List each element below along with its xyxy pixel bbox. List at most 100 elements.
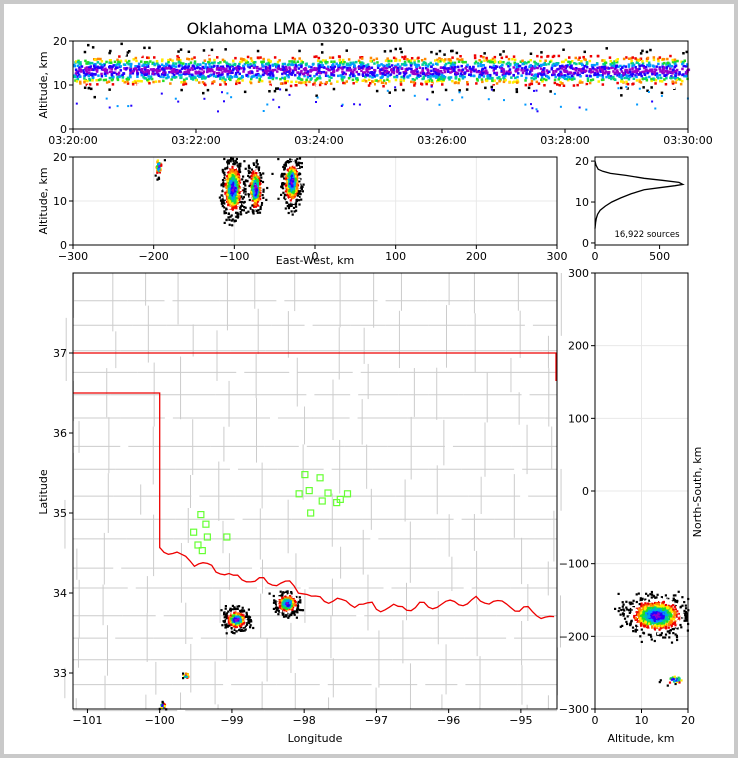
source-pixel bbox=[256, 49, 260, 53]
source-pixel bbox=[231, 169, 234, 172]
source-pixel bbox=[386, 57, 389, 60]
source-pixel bbox=[300, 185, 303, 188]
source-pixel bbox=[221, 71, 224, 74]
source-pixel bbox=[115, 73, 119, 76]
source-pixel bbox=[617, 65, 620, 68]
source-pixel bbox=[520, 74, 523, 77]
source-pixel bbox=[195, 66, 198, 70]
source-pixel bbox=[245, 211, 248, 214]
source-pixel bbox=[614, 59, 618, 62]
source-pixel bbox=[635, 71, 638, 74]
source-pixel bbox=[193, 60, 197, 63]
source-pixel bbox=[312, 68, 315, 71]
source-pixel bbox=[368, 75, 372, 78]
source-pixel bbox=[421, 63, 424, 66]
source-pixel bbox=[441, 80, 444, 83]
source-pixel bbox=[90, 73, 94, 76]
source-pixel bbox=[500, 67, 503, 70]
source-pixel bbox=[401, 53, 405, 56]
source-pixel bbox=[287, 172, 290, 175]
source-pixel bbox=[85, 73, 88, 76]
source-pixel bbox=[402, 88, 405, 92]
source-pixel bbox=[465, 65, 468, 68]
source-pixel bbox=[666, 71, 669, 75]
source-pixel bbox=[353, 103, 356, 106]
source-pixel bbox=[186, 66, 190, 69]
source-pixel bbox=[239, 190, 242, 193]
source-pixel bbox=[287, 194, 290, 197]
source-pixel bbox=[493, 59, 496, 62]
source-pixel bbox=[607, 67, 611, 70]
source-pixel bbox=[619, 74, 623, 77]
source-pixel bbox=[642, 70, 645, 73]
source-pixel bbox=[652, 58, 656, 62]
source-pixel bbox=[589, 71, 593, 74]
source-pixel bbox=[656, 74, 659, 78]
source-pixel bbox=[283, 177, 286, 180]
source-pixel bbox=[79, 63, 82, 66]
source-pixel bbox=[311, 63, 315, 66]
source-pixel bbox=[402, 75, 406, 78]
source-pixel bbox=[253, 192, 256, 195]
source-pixel bbox=[583, 65, 586, 68]
source-pixel bbox=[498, 80, 501, 83]
source-pixel bbox=[259, 179, 263, 182]
source-pixel bbox=[203, 97, 206, 100]
source-pixel bbox=[443, 70, 447, 74]
source-pixel bbox=[300, 198, 303, 201]
source-pixel bbox=[297, 190, 300, 193]
source-pixel bbox=[242, 209, 245, 212]
source-pixel bbox=[447, 70, 450, 73]
source-pixel bbox=[663, 78, 666, 81]
source-pixel bbox=[614, 78, 617, 81]
source-pixel bbox=[171, 64, 174, 67]
source-pixel bbox=[466, 63, 469, 67]
source-pixel bbox=[536, 63, 540, 66]
source-pixel bbox=[563, 74, 566, 77]
source-pixel bbox=[668, 84, 671, 87]
source-pixel bbox=[252, 173, 255, 176]
source-pixel bbox=[230, 96, 233, 99]
source-pixel bbox=[102, 78, 106, 82]
source-pixel bbox=[366, 63, 370, 66]
source-pixel bbox=[243, 90, 247, 94]
source-pixel bbox=[229, 178, 232, 181]
source-pixel bbox=[607, 83, 610, 87]
source-pixel bbox=[243, 58, 246, 62]
source-pixel bbox=[278, 53, 282, 56]
source-pixel bbox=[260, 203, 263, 206]
source-pixel bbox=[631, 72, 635, 76]
source-pixel bbox=[302, 81, 305, 84]
source-pixel bbox=[142, 64, 146, 67]
source-pixel bbox=[528, 83, 531, 86]
source-pixel bbox=[129, 65, 133, 68]
source-pixel bbox=[672, 76, 676, 79]
source-pixel bbox=[78, 69, 82, 73]
source-pixel bbox=[292, 169, 295, 172]
source-pixel bbox=[229, 69, 233, 73]
source-pixel bbox=[508, 69, 511, 73]
source-pixel bbox=[333, 65, 336, 68]
source-pixel bbox=[573, 71, 577, 75]
source-pixel bbox=[160, 164, 163, 167]
source-pixel bbox=[235, 171, 238, 174]
source-pixel bbox=[459, 72, 463, 75]
source-pixel bbox=[349, 63, 352, 67]
source-pixel bbox=[149, 76, 153, 80]
source-pixel bbox=[250, 182, 253, 185]
source-pixel bbox=[208, 55, 211, 59]
source-pixel bbox=[114, 66, 118, 69]
source-pixel bbox=[180, 67, 184, 70]
source-pixel bbox=[287, 178, 290, 181]
source-pixel bbox=[79, 80, 82, 84]
source-pixel bbox=[103, 72, 107, 76]
source-pixel bbox=[225, 178, 228, 182]
source-pixel bbox=[552, 70, 555, 73]
source-pixel bbox=[239, 53, 242, 56]
source-pixel bbox=[254, 176, 257, 179]
source-pixel bbox=[489, 76, 492, 80]
source-pixel bbox=[501, 73, 505, 77]
source-pixel bbox=[221, 170, 224, 173]
source-pixel bbox=[113, 60, 117, 64]
source-pixel bbox=[389, 105, 391, 107]
